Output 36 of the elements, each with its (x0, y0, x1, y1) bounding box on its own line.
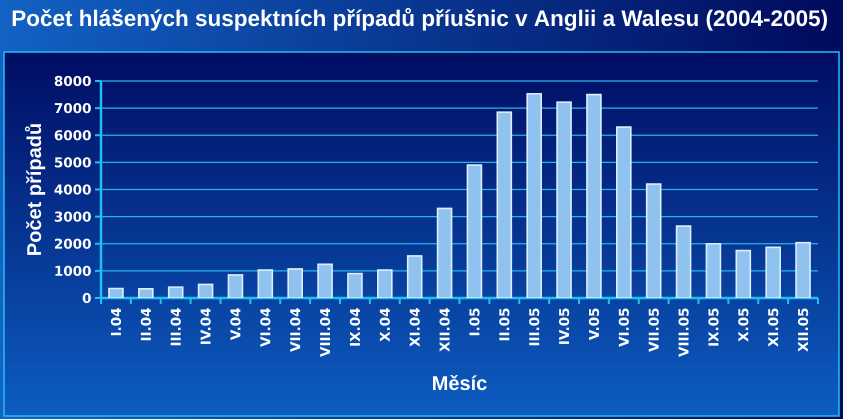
x-tick-label: XI.05 (768, 308, 778, 347)
chart-title: Počet hlášených suspektních případů příušnic v Anglii a Walesu (2004-2005) (12, 8, 827, 31)
x-tick-label: VIII.05 (678, 308, 689, 357)
x-tick-label: VI.05 (618, 308, 629, 347)
y-axis-title: Počet případů (24, 124, 46, 255)
x-axis-title: Měsíc (433, 375, 487, 390)
y-tick-label: 2000 (54, 238, 91, 249)
x-tick-label: IV.05 (558, 308, 570, 344)
x-tick-label: IX.05 (708, 308, 719, 346)
x-tick-label: IV.04 (200, 308, 211, 344)
x-tick-label: I.04 (110, 308, 122, 336)
x-tick-label: XI.04 (410, 308, 420, 347)
x-tick-label: VII.05 (648, 308, 659, 352)
x-tick-label: II.04 (140, 308, 151, 340)
x-tick-label: IX.04 (350, 308, 360, 346)
x-tick-label: VIII.04 (320, 308, 330, 357)
x-tick-label: II.05 (499, 308, 510, 340)
x-tick-label: III.05 (529, 308, 540, 346)
y-tick-label: 5000 (54, 157, 91, 168)
x-tick-label: X.04 (380, 308, 390, 342)
x-tick-label: XII.04 (439, 308, 450, 352)
y-tick-label: 3000 (54, 212, 91, 222)
x-tick-label: VII.04 (290, 308, 300, 352)
x-tick-label: I.05 (469, 308, 480, 336)
x-tick-label: VI.04 (260, 308, 270, 347)
y-tick-label: 4000 (54, 184, 91, 195)
x-tick-label: III.04 (170, 308, 181, 346)
y-tick-label: 0 (82, 292, 91, 304)
y-tick-label: 7000 (54, 103, 91, 114)
x-tick-label: V.04 (230, 308, 241, 340)
x-tick-label: XII.05 (798, 308, 808, 352)
x-tick-label: X.05 (738, 308, 748, 342)
y-tick-label: 1000 (55, 266, 91, 276)
y-tick-label: 8000 (54, 76, 91, 86)
x-tick-label: V.05 (588, 308, 600, 340)
y-tick-label: 6000 (54, 130, 91, 140)
